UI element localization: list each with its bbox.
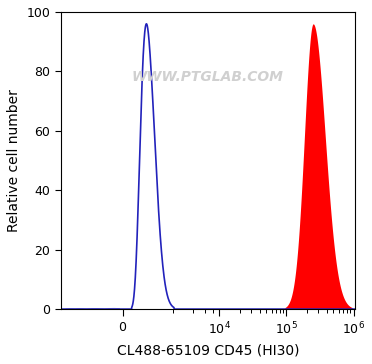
X-axis label: CL488-65109 CD45 (HI30): CL488-65109 CD45 (HI30): [116, 343, 299, 357]
Text: WWW.PTGLAB.COM: WWW.PTGLAB.COM: [132, 70, 284, 84]
Y-axis label: Relative cell number: Relative cell number: [7, 89, 21, 232]
